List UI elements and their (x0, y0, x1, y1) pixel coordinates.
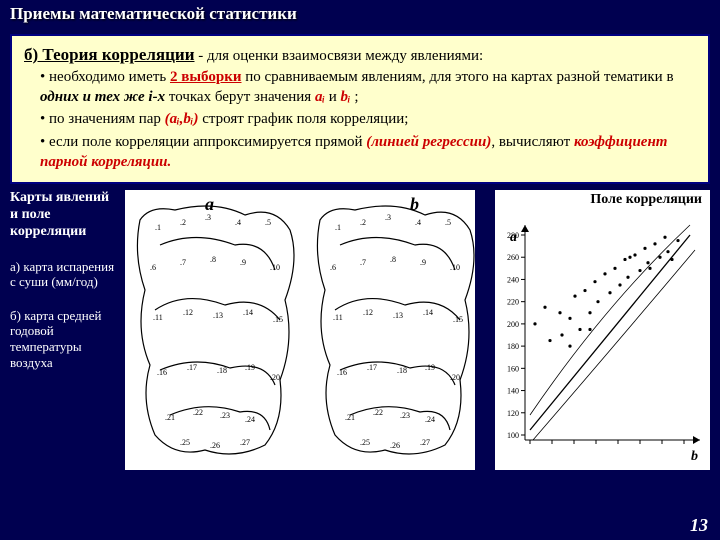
svg-text:100: 100 (507, 431, 519, 440)
label-map-a: а) карта испарения с суши (мм/год) (10, 259, 120, 290)
map-b-label: b (410, 194, 419, 215)
svg-text:.7: .7 (180, 258, 186, 267)
svg-text:.17: .17 (187, 363, 197, 372)
svg-text:.17: .17 (367, 363, 377, 372)
label-map-b: б) карта средней годовой температуры воз… (10, 308, 120, 370)
svg-text:.15: .15 (453, 315, 463, 324)
svg-text:.19: .19 (425, 363, 435, 372)
section-title: б) Теория корреляции (24, 45, 195, 64)
svg-text:.26: .26 (210, 441, 220, 450)
svg-text:.1: .1 (155, 223, 161, 232)
svg-text:.8: .8 (210, 255, 216, 264)
svg-text:.1: .1 (335, 223, 341, 232)
svg-text:.22: .22 (373, 408, 383, 417)
svg-text:.21: .21 (165, 413, 175, 422)
maps-panel: .1 .2 .3 .4 .5 .6 .7 .8 .9 .10 .11 .12 .13 .14 .15 .… (125, 190, 475, 470)
svg-text:.21: .21 (345, 413, 355, 422)
svg-text:.20: .20 (450, 373, 460, 382)
svg-text:.6: .6 (150, 263, 156, 272)
svg-text:.16: .16 (157, 368, 167, 377)
svg-text:.5: .5 (445, 218, 451, 227)
svg-text:140: 140 (507, 387, 519, 396)
scatter-panel: Поле корреляции 280260240220200180160140… (495, 190, 710, 470)
svg-text:.26: .26 (390, 441, 400, 450)
scatter-svg: 280260240220200180160140120100 (495, 190, 710, 470)
svg-text:.27: .27 (240, 438, 250, 447)
map-a-label: a (205, 194, 214, 215)
svg-text:.13: .13 (393, 311, 403, 320)
svg-text:180: 180 (507, 342, 519, 351)
maps-svg: .1 .2 .3 .4 .5 .6 .7 .8 .9 .10 .11 .12 .13 .14 .15 .… (125, 190, 475, 470)
svg-text:200: 200 (507, 320, 519, 329)
svg-text:.4: .4 (415, 218, 421, 227)
svg-text:.9: .9 (240, 258, 246, 267)
scatter-axis-a: a (510, 230, 517, 246)
svg-text:.2: .2 (360, 218, 366, 227)
svg-text:.24: .24 (245, 415, 255, 424)
svg-text:.24: .24 (425, 415, 435, 424)
svg-text:.14: .14 (243, 308, 253, 317)
figure-area: Карты явлений и поле корреляции а) карта… (10, 190, 710, 490)
svg-text:240: 240 (507, 276, 519, 285)
svg-text:.2: .2 (180, 218, 186, 227)
svg-text:.25: .25 (360, 438, 370, 447)
svg-text:.6: .6 (330, 263, 336, 272)
section-intro: - для оценки взаимосвязи между явлениями… (195, 48, 484, 64)
svg-text:.16: .16 (337, 368, 347, 377)
svg-text:.11: .11 (153, 313, 163, 322)
svg-text:.12: .12 (183, 308, 193, 317)
svg-text:.18: .18 (217, 366, 227, 375)
svg-text:.7: .7 (360, 258, 366, 267)
svg-text:.11: .11 (333, 313, 343, 322)
bullet-list: необходимо иметь 2 выборки по сравниваем… (24, 67, 696, 172)
svg-text:.15: .15 (273, 315, 283, 324)
content-panel: б) Теория корреляции - для оценки взаимо… (10, 34, 710, 184)
svg-text:220: 220 (507, 298, 519, 307)
page-number: 13 (690, 515, 708, 536)
bullet-1: необходимо иметь 2 выборки по сравниваем… (40, 67, 696, 108)
svg-text:.3: .3 (385, 213, 391, 222)
svg-text:.14: .14 (423, 308, 433, 317)
svg-text:.4: .4 (235, 218, 241, 227)
svg-text:.22: .22 (193, 408, 203, 417)
svg-text:.9: .9 (420, 258, 426, 267)
svg-text:260: 260 (507, 253, 519, 262)
svg-text:.25: .25 (180, 438, 190, 447)
label-title: Карты явлений и поле корреляции (10, 190, 120, 240)
svg-text:.18: .18 (397, 366, 407, 375)
scatter-axis-b: b (691, 449, 698, 465)
scatter-title: Поле корреляции (590, 192, 702, 208)
page-header: Приемы математической статистики (0, 0, 720, 28)
bullet-3: если поле корреляции аппроксимируется пр… (40, 132, 696, 173)
svg-text:.23: .23 (400, 411, 410, 420)
svg-text:.12: .12 (363, 308, 373, 317)
svg-text:160: 160 (507, 365, 519, 374)
figure-left-labels: Карты явлений и поле корреляции а) карта… (10, 190, 120, 388)
svg-text:.8: .8 (390, 255, 396, 264)
svg-text:.20: .20 (270, 373, 280, 382)
svg-text:.13: .13 (213, 311, 223, 320)
svg-text:.10: .10 (270, 263, 280, 272)
svg-text:120: 120 (507, 409, 519, 418)
svg-text:.23: .23 (220, 411, 230, 420)
svg-text:.5: .5 (265, 218, 271, 227)
svg-text:.27: .27 (420, 438, 430, 447)
svg-text:.10: .10 (450, 263, 460, 272)
svg-text:.19: .19 (245, 363, 255, 372)
bullet-2: по значениям пар (aᵢ,bᵢ) строят график п… (40, 109, 696, 129)
